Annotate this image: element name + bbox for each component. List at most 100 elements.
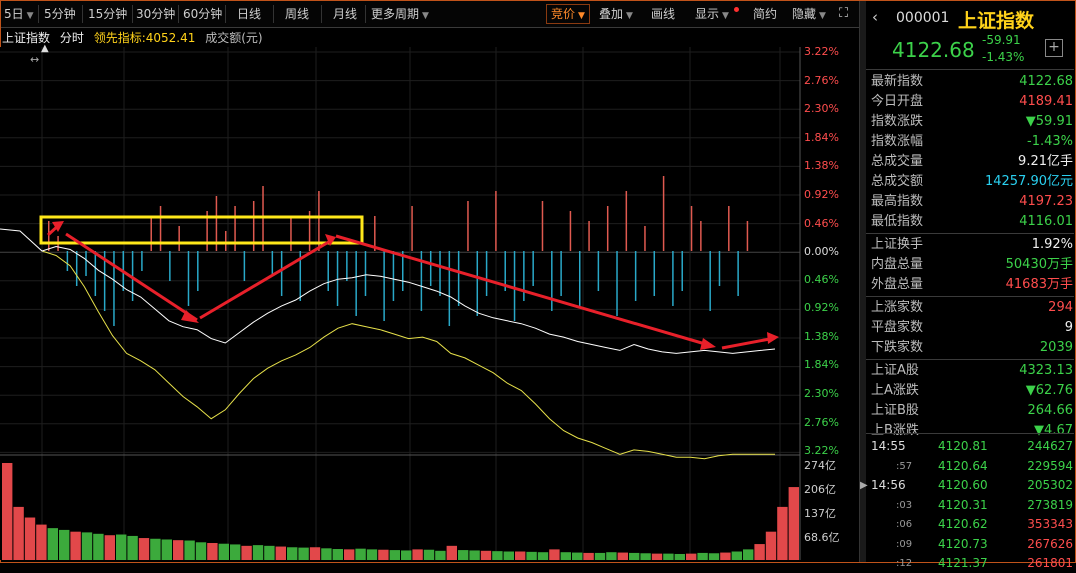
volume-bar <box>674 553 685 560</box>
tick-volume: 244627 <box>1027 439 1073 453</box>
period-5min[interactable]: 5分钟 <box>44 5 83 23</box>
stat-value: 294 <box>1048 300 1073 315</box>
volume-tick-label: 68.6亿 <box>804 531 840 544</box>
breadth-bar <box>588 221 590 251</box>
period-5day[interactable]: 5日 ▼ <box>4 5 39 23</box>
breadth-bar <box>653 251 656 296</box>
stat-value: 4197.23 <box>1019 194 1073 209</box>
breadth-bar <box>364 251 367 296</box>
stat-row: 今日开盘 4189.41 <box>866 92 1073 112</box>
volume-bar <box>594 552 606 560</box>
volume-bar <box>13 506 24 560</box>
y-tick-label: 3.22% <box>804 444 839 458</box>
volume-bar <box>241 545 252 560</box>
breadth-bar <box>709 251 711 311</box>
tick-time: 14:55 <box>871 439 906 453</box>
breadth-bar <box>150 216 152 251</box>
volume-bar <box>686 553 697 560</box>
breadth-bar <box>597 251 600 291</box>
volume-bar <box>663 553 674 560</box>
stat-label: 上证B股 <box>871 403 919 418</box>
period-daily[interactable]: 日线 <box>237 5 274 23</box>
stat-row: 平盘家数 9 <box>866 318 1073 338</box>
quote-panel: ‹ 000001 上证指数 4122.68 -59.91 -1.43% + 最新… <box>866 1 1074 570</box>
back-chevron-icon[interactable]: ‹ <box>872 8 878 26</box>
breadth-bar <box>541 201 544 251</box>
volume-bar <box>492 551 503 560</box>
volume-bar <box>617 552 628 560</box>
volume-bar <box>173 540 184 560</box>
more-periods[interactable]: 更多周期 ▼ <box>371 7 429 21</box>
draw-button[interactable]: 画线 <box>651 7 676 21</box>
stat-value: 4122.68 <box>1019 74 1073 89</box>
chevron-down-icon: ▼ <box>819 11 826 21</box>
simple-button[interactable]: 简约 <box>753 7 778 21</box>
change-percent: -1.43% <box>982 50 1025 64</box>
intraday-chart[interactable]: ↔ ▲ <box>0 0 862 563</box>
plus-icon[interactable]: + <box>1045 39 1063 57</box>
breadth-bar <box>448 251 451 326</box>
stat-label: 上B涨跌 <box>871 423 919 438</box>
stat-row: 上涨家数 294 <box>866 298 1073 318</box>
breadth-bar <box>225 231 227 251</box>
divider <box>866 69 1074 70</box>
volume-bar <box>116 534 127 560</box>
lead-indicator-label: 领先指标: <box>93 31 146 45</box>
panel-splitter[interactable]: ▶ <box>859 1 868 562</box>
breadth-bar <box>625 191 628 251</box>
breadth-bar <box>94 251 97 296</box>
period-weekly[interactable]: 周线 <box>285 5 322 23</box>
period-30min[interactable]: 30分钟 <box>136 5 179 23</box>
stat-label: 最低指数 <box>871 214 924 229</box>
fullscreen-icon[interactable]: ⛶ <box>839 6 849 21</box>
volume-bar <box>743 549 754 560</box>
breadth-bar <box>75 251 78 286</box>
period-60min[interactable]: 60分钟 <box>183 5 226 23</box>
y-tick-label: 1.84% <box>804 358 839 372</box>
tick-volume: 353343 <box>1027 517 1073 531</box>
breadth-bar <box>197 251 199 291</box>
collapse-arrow-icon[interactable]: ▶ <box>860 480 868 491</box>
volume-bar <box>480 550 492 560</box>
overlay-button[interactable]: 叠加 ▼ <box>599 7 633 21</box>
hide-button[interactable]: 隐藏 ▼ <box>792 7 826 21</box>
breadth-bar <box>728 206 730 251</box>
breadth-bar <box>308 211 311 251</box>
stat-row: 内盘总量 50430万手 <box>866 255 1073 275</box>
breadth-bar <box>504 251 506 291</box>
breadth-bar <box>606 206 609 251</box>
breadth-bar <box>169 251 171 281</box>
display-button[interactable]: 显示 ▼ <box>695 7 729 21</box>
stat-value: 4189.41 <box>1019 94 1073 109</box>
period-monthly[interactable]: 月线 <box>333 5 366 23</box>
arrow-head-4 <box>700 338 716 350</box>
volume-bar <box>640 553 651 560</box>
breadth-bar <box>457 251 460 306</box>
tick-time: :06 <box>896 519 913 530</box>
change-value: -59.91 <box>982 33 1021 47</box>
volume-bar <box>150 538 161 560</box>
highlight-box <box>39 215 364 245</box>
period-15min[interactable]: 15分钟 <box>88 5 133 23</box>
volume-bar <box>332 549 343 560</box>
stat-label: 上证换手 <box>871 237 924 252</box>
stat-row: 指数涨跌 ▼59.91 <box>866 112 1073 132</box>
volume-bar <box>207 543 218 560</box>
volume-bar <box>93 533 104 560</box>
volume-bar <box>412 549 423 560</box>
breadth-bar <box>280 251 283 296</box>
volume-bar <box>344 549 355 560</box>
index-name-label: 上证指数 <box>2 31 51 45</box>
index-line <box>0 228 776 354</box>
volume-bar <box>184 540 195 560</box>
volume-bar <box>127 535 138 560</box>
breadth-bar <box>290 216 292 251</box>
breadth-bar <box>299 251 302 301</box>
y-tick-label: 0.46% <box>804 216 839 230</box>
volume-bar <box>138 538 150 560</box>
tick-time: :03 <box>896 499 913 511</box>
bid-button[interactable]: 竞价 ▼ <box>546 4 590 24</box>
breadth-bar <box>662 176 665 251</box>
breadth-bar <box>252 201 255 251</box>
tick-price: 4120.31 <box>938 497 988 512</box>
